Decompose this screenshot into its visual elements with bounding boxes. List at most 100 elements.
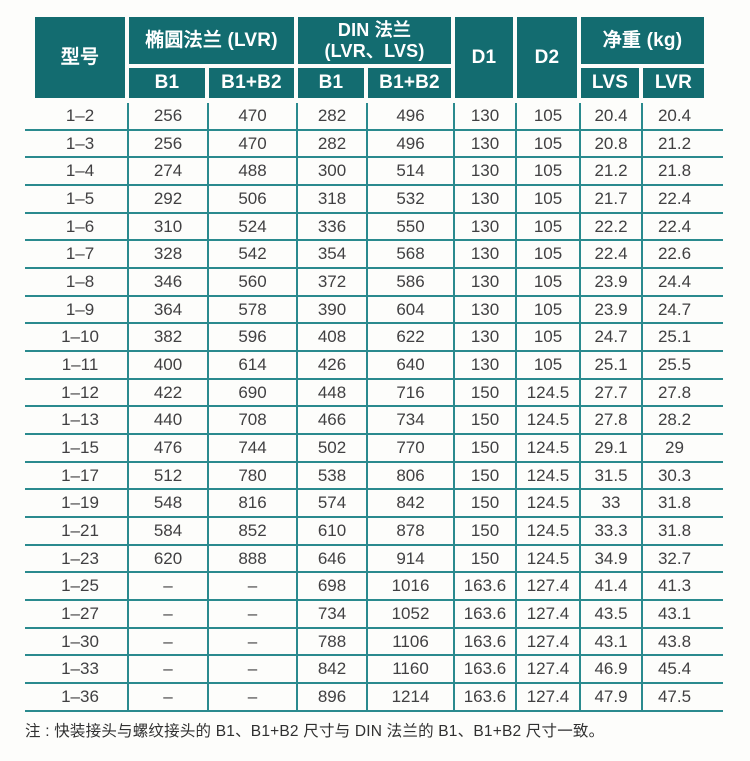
table-cell: 28.2 (641, 407, 706, 434)
table-row: 1–23 620 888 646 914 150 124.5 34.9 32.7 (25, 545, 723, 574)
table-cell: 105 (515, 352, 579, 378)
table-cell: 43.1 (641, 601, 706, 627)
table-cell: 622 (366, 324, 453, 351)
model-cell: 1–15 (61, 437, 99, 457)
table-cell: 105 (515, 103, 579, 129)
table-cell: – (127, 684, 207, 710)
table-cell: 25.5 (641, 352, 706, 378)
table-cell: 163.6 (453, 628, 515, 655)
table-cell: 21.2 (641, 130, 706, 157)
table-cell: – (207, 628, 296, 655)
table-cell: 532 (366, 186, 453, 212)
table-cell: 506 (207, 186, 296, 212)
table-cell: 382 (127, 324, 207, 351)
table-cell: 400 (127, 352, 207, 378)
header-weight-lvr: LVR (641, 66, 706, 100)
table-cell: 105 (515, 241, 579, 268)
table-cell: 124.5 (515, 379, 579, 406)
table-cell: 25.1 (579, 352, 641, 378)
table-row: 1–8 346 560 372 586 130 105 23.9 24.4 (25, 269, 723, 297)
table-cell: 105 (515, 296, 579, 323)
header-din-flange-group: DIN 法兰 (LVR、LVS) (296, 15, 453, 66)
model-cell: 1–10 (61, 327, 99, 347)
table-cell: 328 (127, 241, 207, 268)
table-cell: 21.8 (641, 158, 706, 185)
table-row: 1–15 476 744 502 770 150 124.5 29.1 29 (25, 435, 723, 463)
table-cell: 708 (207, 407, 296, 434)
table-cell: 33 (579, 490, 641, 517)
model-cell: 1–12 (61, 382, 99, 402)
table-cell: 502 (296, 435, 366, 461)
table-cell: 364 (127, 296, 207, 323)
model-cell: 1–7 (65, 244, 95, 264)
table-cell: 448 (296, 379, 366, 406)
table-cell: 390 (296, 296, 366, 323)
table-cell: 124.5 (515, 518, 579, 544)
table-cell: 30.3 (641, 462, 706, 489)
table-cell: 596 (207, 324, 296, 351)
table-cell: 130 (453, 241, 515, 268)
table-cell: 842 (296, 656, 366, 683)
table-cell: 27.7 (579, 379, 641, 406)
table-cell: 22.4 (641, 186, 706, 212)
model-cell: 1–8 (65, 271, 95, 291)
table-cell: 1052 (366, 601, 453, 627)
table-cell: 127.4 (515, 601, 579, 627)
table-cell: 1160 (366, 656, 453, 683)
table-row: 1–12 422 690 448 716 150 124.5 27.7 27.8 (25, 379, 723, 408)
table-cell: 130 (453, 352, 515, 378)
table-row: 1–25– –698 1016 163.6 127.4 41.4 41.3 (25, 573, 723, 602)
table-row: 1–27– –734 1052 163.6 127.4 43.5 43.1 (25, 601, 723, 629)
table-cell: 21.7 (579, 186, 641, 212)
table-cell: 27.8 (641, 379, 706, 406)
table-cell: 31.8 (641, 490, 706, 517)
table-cell: 604 (366, 296, 453, 323)
spec-table: 型号 椭圆法兰 (LVR) DIN 法兰 (LVR、LVS) D1 D2 净重 … (25, 15, 723, 712)
table-cell: 105 (515, 158, 579, 185)
table-cell: 1106 (366, 628, 453, 655)
table-cell: 788 (296, 628, 366, 655)
table-header: 型号 椭圆法兰 (LVR) DIN 法兰 (LVR、LVS) D1 D2 净重 … (33, 15, 706, 100)
table-cell: 346 (127, 269, 207, 295)
table-cell: 34.9 (579, 545, 641, 572)
table-row: 1–4 274 488 300 514 130 105 21.2 21.8 (25, 158, 723, 187)
table-cell: 282 (296, 103, 366, 129)
table-cell: 150 (453, 379, 515, 406)
table-body: 1–2 256 470 282 496 130 105 20.4 20.4 1–3 256 470 28… (25, 103, 723, 712)
table-cell: – (207, 684, 296, 710)
table-cell: 150 (453, 407, 515, 434)
table-cell: 24.7 (579, 324, 641, 351)
table-cell: 41.4 (579, 573, 641, 600)
table-cell: 496 (366, 103, 453, 129)
table-cell: 878 (366, 518, 453, 544)
table-cell: 124.5 (515, 462, 579, 489)
table-cell: 124.5 (515, 490, 579, 517)
table-cell: 310 (127, 213, 207, 240)
table-cell: 470 (207, 130, 296, 157)
table-cell: 127.4 (515, 656, 579, 683)
table-cell: – (127, 573, 207, 600)
table-cell: 130 (453, 186, 515, 212)
table-cell: 842 (366, 490, 453, 517)
table-cell: 282 (296, 130, 366, 157)
table-cell: 610 (296, 518, 366, 544)
table-cell: 23.9 (579, 296, 641, 323)
model-cell: 1–36 (61, 686, 99, 706)
model-cell: 1–2 (65, 105, 95, 125)
table-cell: 640 (366, 352, 453, 378)
table-cell: 578 (207, 296, 296, 323)
table-cell: 124.5 (515, 435, 579, 461)
table-cell: 43.8 (641, 628, 706, 655)
table-cell: 124.5 (515, 407, 579, 434)
table-row: 1–19 548 816 574 842 150 124.5 33 31.8 (25, 490, 723, 519)
table-cell: 300 (296, 158, 366, 185)
table-row: 1–5 292 506 318 532 130 105 21.7 22.4 (25, 186, 723, 214)
table-cell: 568 (366, 241, 453, 268)
header-oval-b1: B1 (127, 66, 207, 100)
table-cell: 21.2 (579, 158, 641, 185)
table-row: 1–13 440 708 466 734 150 124.5 27.8 28.2 (25, 407, 723, 436)
table-cell: 744 (207, 435, 296, 461)
table-cell: 914 (366, 545, 453, 572)
table-cell: 422 (127, 379, 207, 406)
